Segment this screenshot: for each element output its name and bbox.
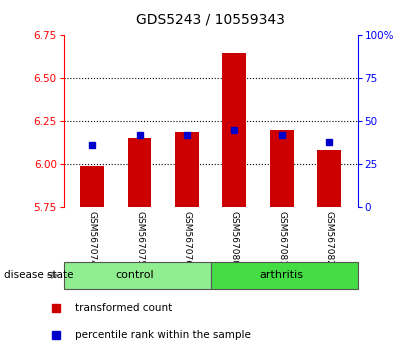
Bar [222, 52, 246, 207]
Text: transformed count: transformed count [75, 303, 172, 313]
Text: control: control [115, 270, 154, 280]
Bar [128, 138, 151, 207]
Text: GSM567076: GSM567076 [182, 211, 192, 267]
Text: percentile rank within the sample: percentile rank within the sample [75, 330, 250, 339]
Text: disease state: disease state [4, 270, 74, 280]
Text: GSM567074: GSM567074 [88, 211, 97, 266]
Text: GDS5243 / 10559343: GDS5243 / 10559343 [136, 12, 285, 27]
Text: arthritis: arthritis [260, 270, 304, 280]
Bar [175, 132, 199, 207]
Bar [270, 130, 293, 207]
Text: GSM567082: GSM567082 [325, 211, 334, 266]
Text: GSM567075: GSM567075 [135, 211, 144, 267]
Bar [317, 150, 341, 207]
Bar [64, 262, 211, 289]
Text: GSM567081: GSM567081 [277, 211, 286, 267]
Text: GSM567080: GSM567080 [230, 211, 239, 267]
Bar [80, 166, 104, 207]
Bar [211, 262, 358, 289]
